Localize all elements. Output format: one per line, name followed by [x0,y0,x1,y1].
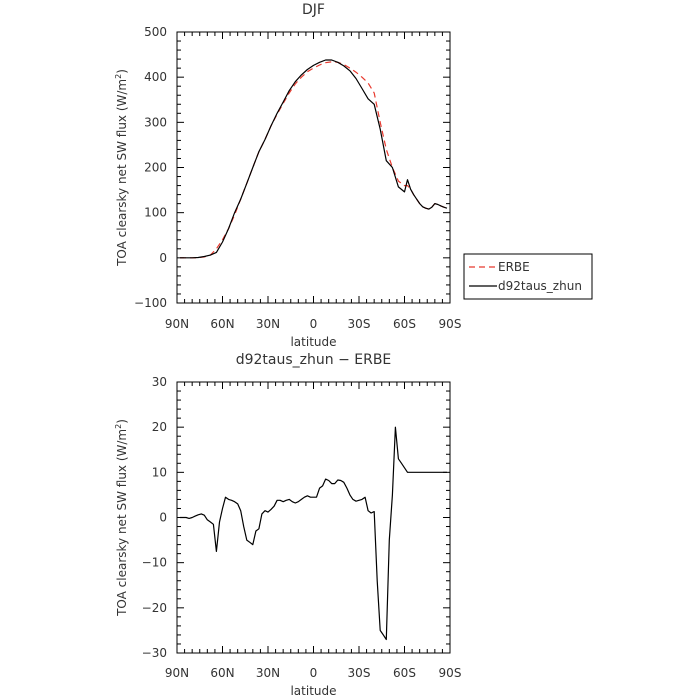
chart-title: DJF [302,2,325,18]
y-tick-label: 20 [152,420,167,434]
y-tick-label: −30 [142,646,167,660]
y-tick-label: 300 [144,115,167,129]
x-tick-label: 60S [393,317,416,331]
x-tick-label: 30S [348,317,371,331]
plot-frame [176,31,451,304]
x-tick-label: 30N [256,317,280,331]
y-tick-label: 30 [152,375,167,389]
x-tick-label: 90S [439,666,462,680]
x-tick-label: 90N [165,317,189,331]
y-tick-label: −20 [142,601,167,615]
y-tick-label: −100 [134,296,167,310]
x-tick-label: 60N [210,666,234,680]
y-tick-label: 200 [144,161,167,175]
top-panel-djf: DJF 90N 60N 30N 0 30S 60S 90S −100 0 100 200 300 400 5… [114,2,593,349]
x-axis-label: latitude [290,684,336,698]
x-tick-label: 30N [256,666,280,680]
legend-box [463,253,593,300]
y-tick-label: 400 [144,70,167,84]
x-tick-label: 90N [165,666,189,680]
y-tick-label: 0 [159,251,167,265]
x-tick-label: 90S [439,317,462,331]
y-tick-label: 500 [144,25,167,39]
legend-label: ERBE [498,260,530,274]
legend: ERBE d92taus_zhun [463,253,593,300]
y-axis-label: TOA clearsky net SW flux (W/m2) [114,419,129,617]
series-line-erbe [180,61,448,259]
plot-frame [176,381,451,654]
x-tick-label: 0 [310,666,318,680]
x-tick-label: 30S [348,666,371,680]
x-tick-label: 60S [393,666,416,680]
x-tick-label: 0 [310,317,318,331]
y-tick-label: −10 [142,556,167,570]
y-tick-label: 10 [152,465,167,479]
y-axis-label: TOA clearsky net SW flux (W/m2) [114,69,129,267]
x-axis-label: latitude [290,335,336,349]
series-line-d92taus-zhun [180,59,448,259]
chart-title: d92taus_zhun − ERBE [236,352,392,368]
bottom-panel-difference: d92taus_zhun − ERBE 90N 60N 30N 0 30S 60S 90S −3… [114,352,461,698]
series-line-0 [180,426,447,641]
x-tick-label: 60N [210,317,234,331]
legend-label: d92taus_zhun [498,279,582,293]
y-tick-label: 0 [159,511,167,525]
y-tick-label: 100 [144,206,167,220]
